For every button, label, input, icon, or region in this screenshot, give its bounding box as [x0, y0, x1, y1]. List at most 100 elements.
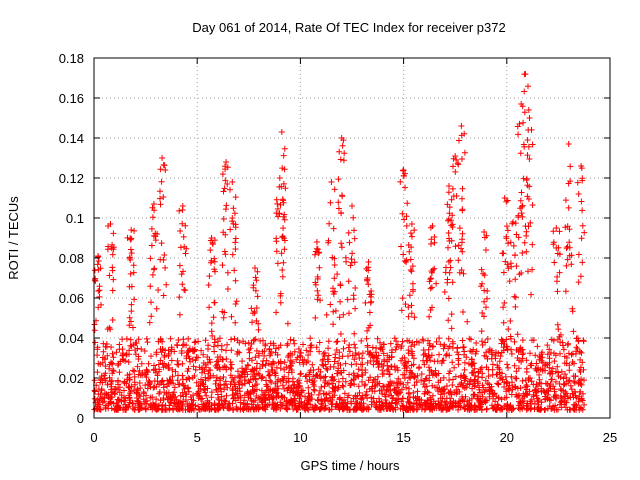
data-point	[181, 286, 188, 293]
data-point	[386, 356, 392, 363]
data-point	[433, 280, 440, 287]
data-point	[511, 362, 518, 369]
data-point	[280, 152, 287, 159]
data-point	[341, 390, 348, 397]
data-point	[436, 351, 442, 358]
data-point	[404, 200, 411, 207]
data-point	[179, 342, 186, 349]
data-point	[279, 165, 286, 172]
data-point	[126, 283, 133, 290]
data-point	[251, 308, 258, 315]
data-point	[330, 388, 336, 395]
data-point	[253, 393, 260, 399]
data-point	[262, 397, 269, 404]
data-point	[303, 347, 310, 354]
data-point	[563, 262, 570, 269]
data-point	[500, 304, 507, 311]
data-point	[123, 351, 130, 358]
data-point	[294, 406, 301, 413]
data-point	[165, 352, 172, 359]
data-point	[459, 337, 466, 344]
data-point	[328, 377, 335, 384]
data-point	[410, 288, 416, 295]
data-point	[408, 310, 415, 317]
data-point	[527, 405, 534, 411]
data-point	[407, 256, 414, 263]
data-point	[232, 301, 239, 307]
data-point	[452, 153, 459, 159]
data-point	[384, 386, 391, 393]
data-point	[92, 339, 99, 346]
data-point	[366, 386, 373, 392]
y-axis-label: ROTI / TECUs	[6, 196, 21, 280]
data-point	[457, 374, 464, 381]
data-point	[334, 338, 341, 345]
data-point	[286, 399, 293, 406]
data-point	[455, 257, 462, 264]
data-point	[373, 404, 380, 411]
data-point	[457, 404, 464, 411]
data-point	[304, 378, 311, 385]
data-point	[494, 380, 501, 387]
data-point	[227, 186, 233, 193]
data-point	[133, 340, 140, 347]
data-point	[114, 403, 121, 409]
data-point	[413, 397, 420, 404]
data-point	[455, 400, 462, 407]
data-point	[483, 304, 489, 311]
data-point	[218, 401, 225, 408]
data-point	[526, 388, 533, 395]
data-point	[402, 301, 409, 308]
data-point	[400, 251, 407, 258]
data-point	[371, 353, 378, 360]
data-point	[345, 392, 352, 399]
data-point	[544, 351, 551, 358]
data-point	[351, 372, 358, 379]
data-point	[284, 404, 291, 410]
data-point	[435, 401, 442, 408]
data-point	[500, 319, 507, 326]
data-point	[511, 293, 518, 300]
data-point	[273, 210, 280, 217]
data-point	[94, 352, 101, 359]
data-point	[529, 141, 536, 148]
data-point	[405, 350, 412, 357]
data-point	[522, 71, 529, 77]
data-point	[123, 351, 130, 358]
data-point	[359, 350, 366, 357]
data-point	[338, 240, 345, 247]
data-point	[423, 375, 430, 382]
data-point	[395, 396, 402, 403]
data-point	[236, 373, 243, 380]
data-point	[128, 227, 135, 233]
data-point	[506, 403, 513, 410]
data-point	[284, 340, 291, 347]
data-point	[232, 224, 239, 231]
data-point	[277, 201, 284, 208]
data-point	[519, 346, 526, 353]
data-point	[128, 318, 134, 325]
data-point	[529, 266, 536, 273]
data-point	[113, 349, 120, 356]
data-point	[99, 399, 106, 406]
data-point	[126, 322, 133, 329]
data-point	[229, 179, 236, 185]
data-point	[328, 406, 335, 413]
data-point	[415, 365, 422, 372]
data-point	[426, 354, 433, 361]
data-point	[363, 265, 370, 272]
data-point	[320, 351, 327, 357]
data-point	[382, 397, 389, 403]
data-point	[135, 400, 142, 407]
data-point	[555, 244, 562, 251]
data-point	[284, 397, 290, 404]
data-point	[569, 308, 576, 315]
data-point	[461, 406, 468, 412]
data-point	[214, 391, 221, 398]
data-point	[470, 369, 477, 376]
data-point	[511, 383, 518, 390]
data-point	[446, 183, 452, 189]
data-point	[230, 205, 237, 212]
y-tick-label: 0.08	[59, 251, 84, 266]
data-point	[346, 371, 353, 378]
